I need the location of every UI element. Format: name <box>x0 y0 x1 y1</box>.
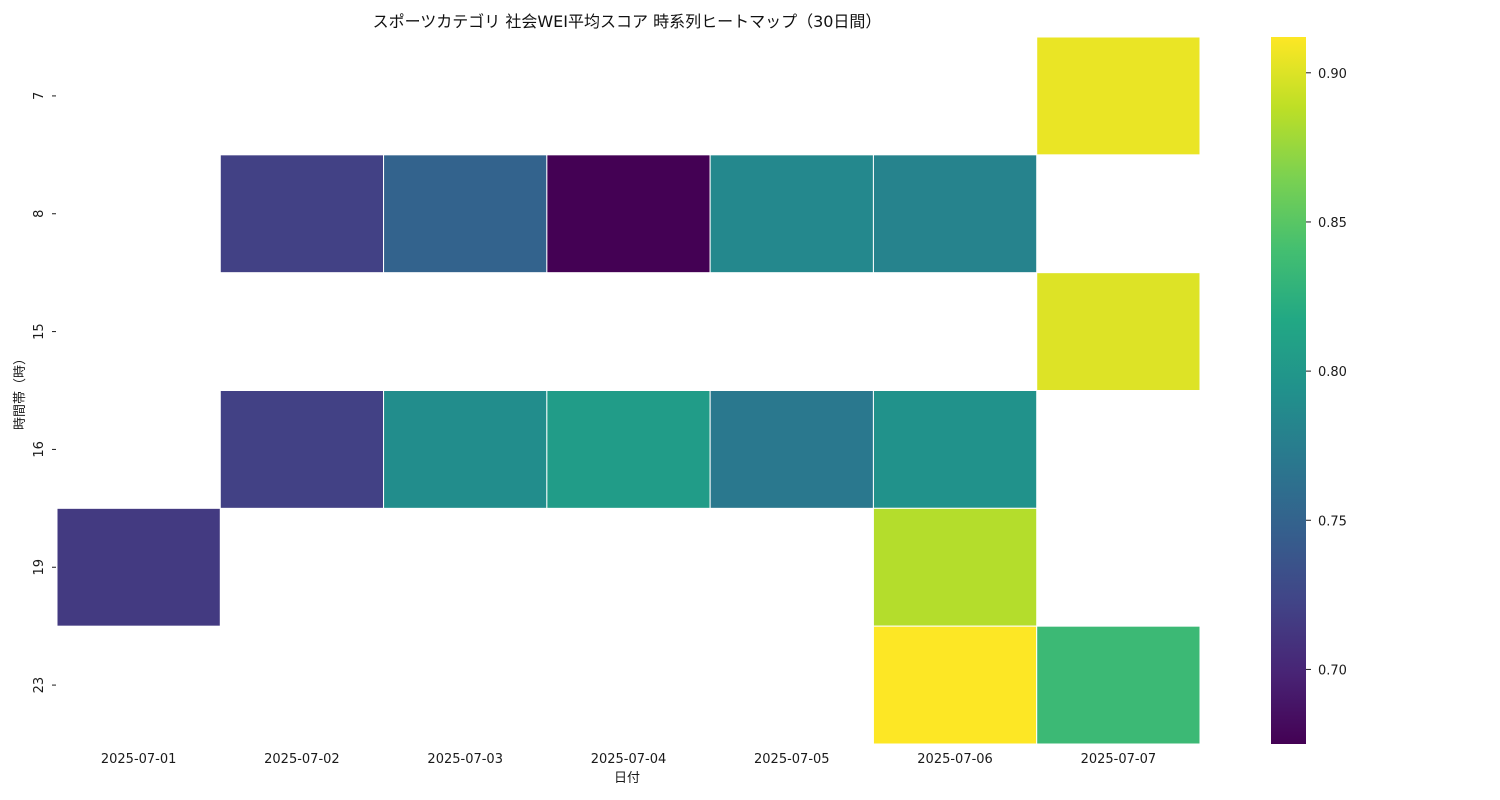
heatmap-cell-8-2025-07-05 <box>709 154 874 274</box>
y-tick-label: 7 <box>32 92 47 100</box>
x-axis-label: 日付 <box>614 771 640 786</box>
heatmap-cell-7-2025-07-07 <box>1036 36 1201 156</box>
y-tick-label: 23 <box>32 677 47 694</box>
heatmap-cells <box>56 36 1201 745</box>
colorbar-tick-label: 0.70 <box>1318 663 1347 678</box>
y-tick-label: 15 <box>32 323 47 340</box>
y-axis-label: 時間帯（時） <box>13 352 28 430</box>
colorbar-tick-label: 0.75 <box>1318 514 1347 529</box>
heatmap-cell-16-2025-07-05 <box>709 390 874 509</box>
y-tick-label: 16 <box>32 441 47 458</box>
x-tick-label: 2025-07-07 <box>1081 752 1157 767</box>
x-tick-label: 2025-07-01 <box>101 752 177 767</box>
heatmap-cell-15-2025-07-07 <box>1036 272 1201 391</box>
heatmap-cell-23-2025-07-06 <box>872 625 1038 745</box>
heatmap-cell-8-2025-07-04 <box>546 154 711 274</box>
x-tick-label: 2025-07-02 <box>264 752 340 767</box>
colorbar-tick-label: 0.80 <box>1318 365 1347 380</box>
heatmap-cell-16-2025-07-02 <box>219 390 385 509</box>
heatmap-cell-8-2025-07-03 <box>383 154 548 274</box>
chart-title: スポーツカテゴリ 社会WEI平均スコア 時系列ヒートマップ（30日間） <box>373 12 882 31</box>
x-axis-ticks: 2025-07-01 2025-07-02 2025-07-03 2025-07-04… <box>101 752 1156 767</box>
heatmap-cell-19-2025-07-01 <box>56 507 221 627</box>
x-tick-label: 2025-07-06 <box>917 752 993 767</box>
heatmap-cell-8-2025-07-02 <box>219 154 385 274</box>
heatmap-cell-23-2025-07-07 <box>1036 625 1201 745</box>
x-tick-label: 2025-07-05 <box>754 752 830 767</box>
colorbar-tick-label: 0.90 <box>1318 67 1347 82</box>
x-tick-label: 2025-07-03 <box>427 752 503 767</box>
x-tick-label: 2025-07-04 <box>591 752 667 767</box>
colorbar <box>1271 37 1306 744</box>
y-axis-ticks: 7 8 15 16 19 23 <box>32 92 56 694</box>
colorbar-ticks: 0.70 0.75 0.80 0.85 0.90 <box>1306 67 1347 678</box>
heatmap-cell-16-2025-07-06 <box>872 390 1038 509</box>
colorbar-tick-label: 0.85 <box>1318 216 1347 231</box>
y-tick-label: 19 <box>32 559 47 576</box>
heatmap-cell-19-2025-07-06 <box>872 507 1038 627</box>
heatmap-cell-16-2025-07-04 <box>546 390 711 509</box>
heatmap-cell-16-2025-07-03 <box>383 390 548 509</box>
y-tick-label: 8 <box>32 210 47 218</box>
heatmap-cell-8-2025-07-06 <box>872 154 1038 274</box>
colorbar-gradient <box>1271 37 1306 744</box>
